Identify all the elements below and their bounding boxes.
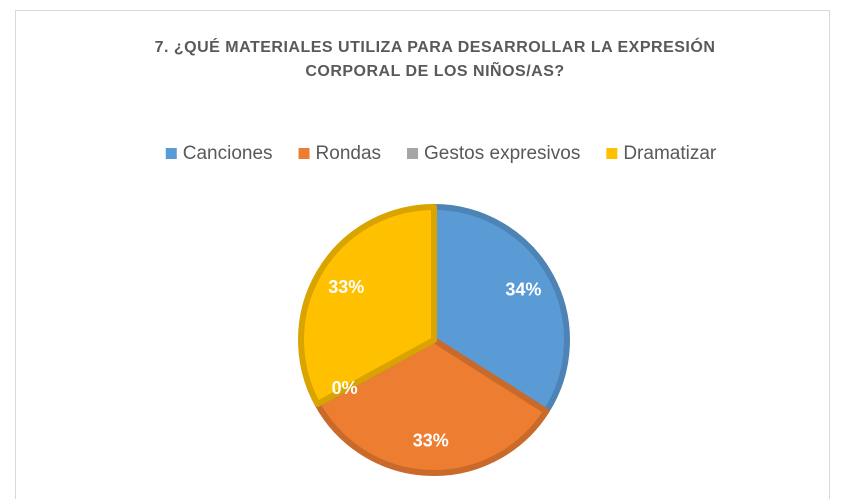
legend-swatch [165,148,177,159]
legend-label: Dramatizar [623,143,717,164]
legend-label: Canciones [183,143,273,164]
data-label: 33% [328,277,364,297]
chart-title: 7. ¿QUÉ MATERIALES UTILIZA PARA DESARROL… [154,39,716,80]
data-label: 34% [505,280,541,300]
legend-swatch [606,148,618,159]
legend-label: Gestos expresivos [424,143,580,164]
data-label: 0% [332,378,358,398]
pie-slice [298,204,437,408]
legend-swatch [298,148,310,159]
legend-swatch [407,148,419,159]
data-label: 33% [413,431,449,451]
legend-label: Rondas [316,143,382,164]
